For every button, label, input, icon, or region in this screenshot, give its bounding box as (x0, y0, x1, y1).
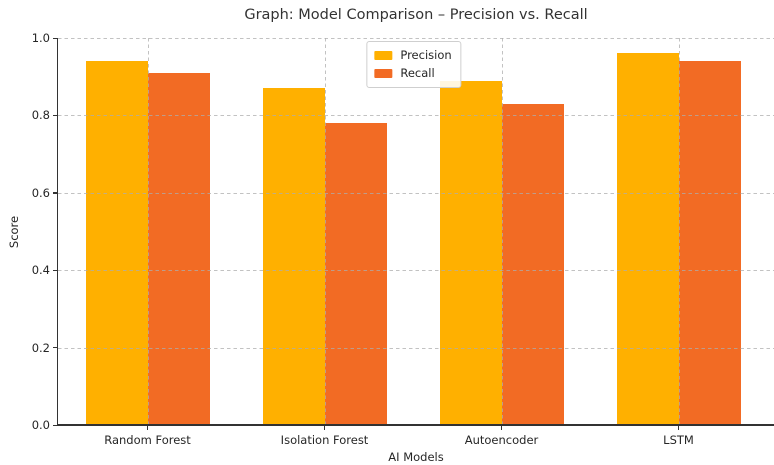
bar-precision (616, 53, 679, 425)
y-tick-label: 0.6 (31, 185, 50, 200)
bar-precision (85, 61, 148, 425)
h-gridline (58, 192, 774, 194)
x-tick (147, 426, 149, 430)
v-gridline (678, 38, 680, 425)
x-axis-line (57, 424, 774, 426)
y-tick-label: 1.0 (31, 31, 50, 45)
bar-recall (678, 61, 741, 425)
chart-title: Graph: Model Comparison – Precision vs. … (244, 7, 588, 23)
legend-label-precision: Precision (400, 48, 452, 62)
x-tick (501, 426, 503, 430)
h-gridline (58, 270, 774, 272)
x-tick-label: Isolation Forest (280, 433, 369, 447)
y-tick-label: 0.4 (31, 263, 50, 278)
h-gridline (58, 38, 774, 39)
legend-entry-precision: Precision (374, 46, 452, 64)
legend: Precision Recall (366, 41, 462, 88)
recall-swatch-icon (374, 68, 393, 78)
plot-area: Score AI Models 0.0 0.2 0.4 0.6 0.8 1.0 Random… (7, 31, 774, 464)
bar-precision (262, 88, 325, 425)
legend-label-recall: Recall (400, 66, 435, 80)
x-axis-title: AI Models (388, 450, 444, 464)
y-tick-label: 0.0 (31, 418, 50, 432)
v-gridline (324, 38, 326, 425)
x-tick-label: Random Forest (104, 433, 191, 447)
v-gridline (147, 38, 149, 425)
bar-recall (324, 123, 387, 425)
h-gridline (58, 115, 774, 117)
y-tick-label: 0.8 (31, 108, 50, 123)
bar-recall (501, 103, 564, 425)
y-tick (53, 269, 57, 271)
x-tick (324, 426, 326, 430)
y-tick-label: 0.2 (31, 340, 50, 355)
precision-swatch-icon (374, 50, 393, 60)
x-tick-label: LSTM (663, 433, 694, 447)
bar-precision (439, 80, 502, 425)
x-tick-label: Autoencoder (464, 433, 539, 447)
y-tick (53, 192, 57, 194)
y-axis-line (57, 38, 59, 425)
y-tick (53, 347, 57, 349)
y-axis-title: Score (7, 215, 21, 248)
legend-entry-recall: Recall (374, 64, 451, 82)
x-tick (678, 426, 680, 430)
v-gridline (501, 38, 503, 425)
y-tick (53, 37, 57, 39)
h-gridline (58, 347, 774, 349)
y-tick (53, 424, 57, 426)
bar-recall (147, 72, 210, 425)
y-tick (53, 114, 57, 117)
